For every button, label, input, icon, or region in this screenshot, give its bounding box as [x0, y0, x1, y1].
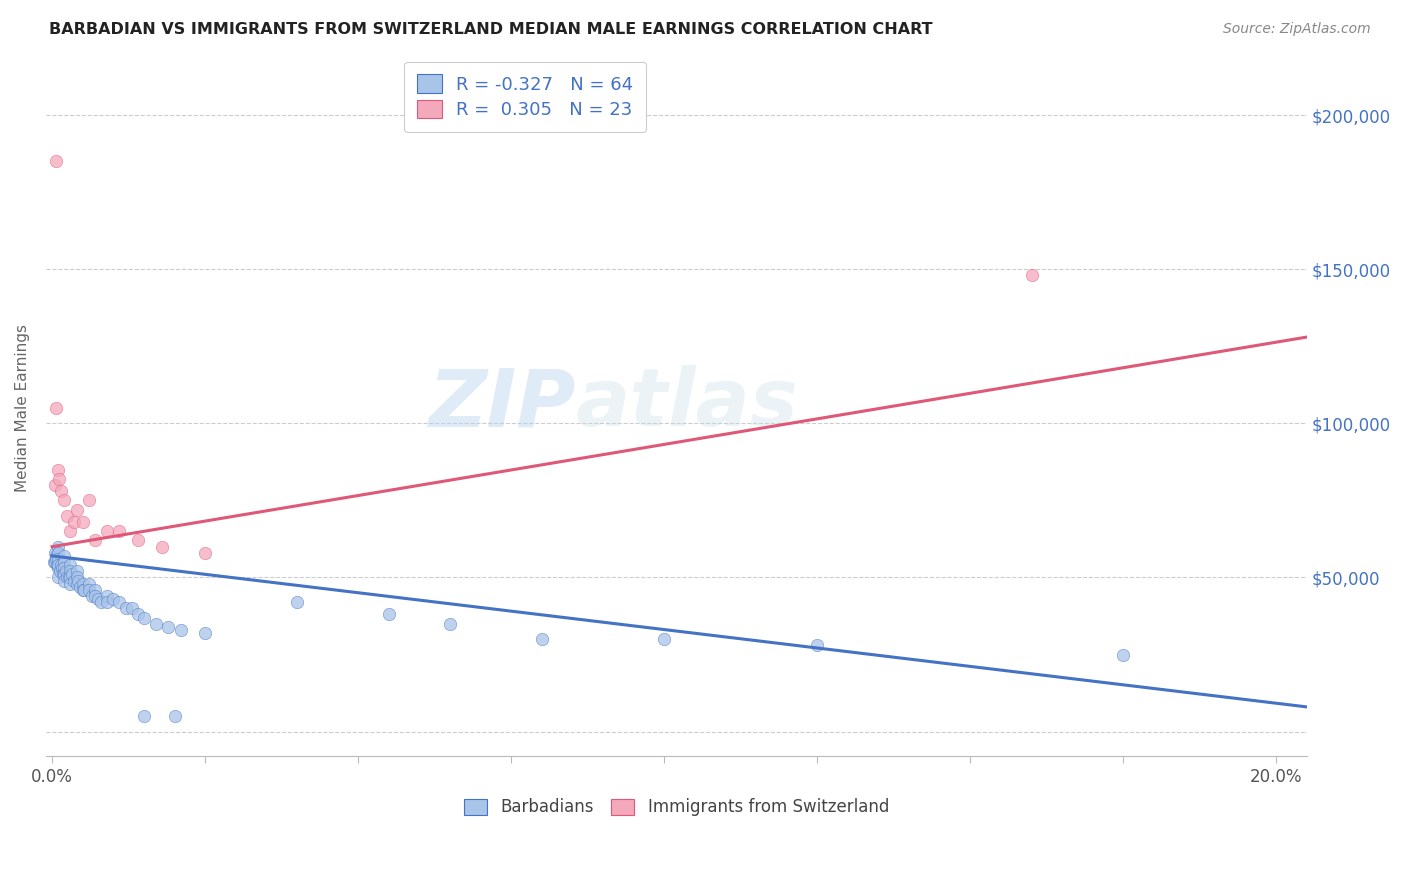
Point: [72, 515, 94, 529]
Point: [52, 567, 75, 582]
Point: [60, 567, 83, 582]
Point: [48, 472, 70, 486]
Point: [51, 558, 73, 573]
Point: [45, 552, 67, 566]
Point: [150, 540, 173, 554]
Point: [59, 564, 82, 578]
Point: [530, 632, 553, 647]
Text: atlas: atlas: [575, 366, 799, 443]
Point: [1112, 648, 1135, 662]
Point: [46, 540, 69, 554]
Point: [53, 574, 76, 588]
Point: [59, 576, 82, 591]
Text: BARBADIAN VS IMMIGRANTS FROM SWITZERLAND MEDIAN MALE EARNINGS CORRELATION CHART: BARBADIAN VS IMMIGRANTS FROM SWITZERLAND…: [49, 22, 932, 37]
Point: [53, 555, 76, 569]
Point: [69, 580, 91, 594]
Point: [62, 515, 84, 529]
Text: Source: ZipAtlas.com: Source: ZipAtlas.com: [1223, 22, 1371, 37]
Y-axis label: Median Male Earnings: Median Male Earnings: [15, 324, 30, 491]
Point: [46, 552, 69, 566]
Point: [46, 561, 69, 575]
Point: [77, 576, 100, 591]
Point: [49, 564, 72, 578]
Point: [65, 564, 87, 578]
Point: [46, 558, 69, 573]
Point: [65, 576, 87, 591]
Point: [806, 638, 828, 652]
Point: [285, 595, 308, 609]
Point: [96, 524, 118, 539]
Point: [127, 533, 149, 548]
Point: [53, 493, 76, 508]
Point: [80, 589, 103, 603]
Point: [46, 546, 69, 560]
Point: [51, 561, 73, 575]
Point: [1021, 268, 1043, 283]
Point: [59, 558, 82, 573]
Point: [72, 576, 94, 591]
Point: [56, 570, 79, 584]
Point: [65, 570, 87, 584]
Point: [62, 574, 84, 588]
Point: [44, 546, 66, 560]
Point: [157, 620, 180, 634]
Point: [194, 626, 217, 640]
Point: [103, 592, 125, 607]
Point: [42, 555, 65, 569]
Point: [45, 401, 67, 415]
Point: [46, 558, 69, 573]
Point: [163, 709, 186, 723]
Point: [121, 601, 143, 615]
Point: [66, 574, 89, 588]
Point: [53, 561, 76, 575]
Point: [96, 589, 118, 603]
Point: [169, 623, 191, 637]
Point: [46, 570, 69, 584]
Point: [59, 570, 82, 584]
Point: [84, 589, 107, 603]
Point: [56, 508, 79, 523]
Point: [96, 595, 118, 609]
Point: [439, 616, 461, 631]
Legend: Barbadians, Immigrants from Switzerland: Barbadians, Immigrants from Switzerland: [456, 790, 897, 824]
Point: [53, 567, 76, 582]
Point: [59, 524, 82, 539]
Point: [378, 607, 401, 622]
Point: [58, 570, 80, 584]
Point: [45, 154, 67, 169]
Point: [132, 709, 155, 723]
Point: [55, 564, 77, 578]
Point: [44, 555, 66, 569]
Text: ZIP: ZIP: [429, 366, 575, 443]
Point: [84, 582, 107, 597]
Point: [51, 484, 73, 499]
Point: [194, 546, 217, 560]
Point: [45, 549, 67, 563]
Point: [44, 478, 66, 492]
Point: [87, 592, 110, 607]
Point: [77, 493, 100, 508]
Point: [145, 616, 167, 631]
Point: [114, 601, 136, 615]
Point: [84, 533, 107, 548]
Point: [73, 582, 96, 597]
Point: [53, 549, 76, 563]
Point: [108, 524, 131, 539]
Point: [90, 595, 112, 609]
Point: [652, 632, 675, 647]
Point: [65, 502, 87, 516]
Point: [132, 610, 155, 624]
Point: [77, 582, 100, 597]
Point: [72, 582, 94, 597]
Point: [46, 462, 69, 476]
Point: [127, 607, 149, 622]
Point: [108, 595, 131, 609]
